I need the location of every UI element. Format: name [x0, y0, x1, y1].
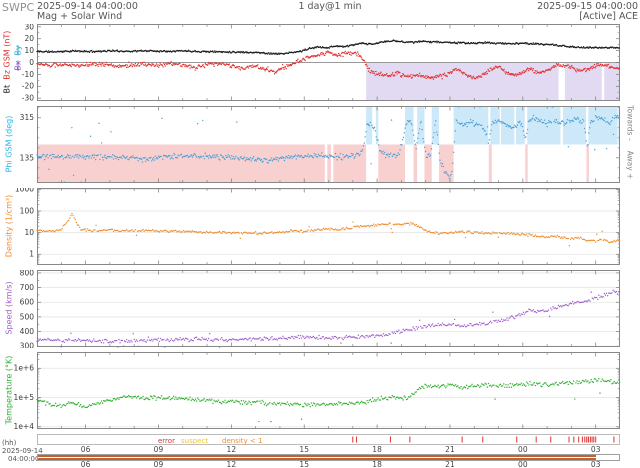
footer-start-date: 2025-09-14 — [2, 447, 43, 455]
hour-tick-label: 00 — [518, 460, 528, 468]
svg-text:1e+4: 1e+4 — [14, 422, 35, 430]
hour-tick-label: 03 — [590, 460, 601, 468]
svg-text:-10: -10 — [22, 70, 34, 79]
phi-panel: 315 135 — [20, 106, 621, 183]
source-status: [Active] ACE — [579, 11, 638, 22]
svg-text:1: 1 — [29, 250, 34, 259]
slider-hour-labels: 06 09 12 15 18 21 00 03 — [0, 460, 640, 468]
speed-panel: 800 700 600 500 400 300 — [20, 270, 621, 348]
svg-text:10: 10 — [24, 228, 34, 237]
svg-text:-30: -30 — [22, 94, 34, 102]
hour-tick-label: 12 — [226, 460, 237, 468]
data-quality-strip — [37, 434, 620, 445]
legend-error: error — [158, 437, 175, 445]
svg-text:1e+5: 1e+5 — [14, 393, 35, 402]
swpc-logo: SWPC — [2, 1, 35, 14]
svg-text:-20: -20 — [22, 82, 34, 91]
svg-text:500: 500 — [20, 312, 35, 321]
hour-tick-label: 18 — [372, 445, 382, 454]
plot-title: Mag + Solar Wind — [37, 11, 123, 22]
svg-text:1e+6: 1e+6 — [14, 364, 35, 373]
hour-tick-label: 09 — [153, 460, 164, 468]
hour-tick-label: 03 — [590, 445, 601, 454]
svg-text:400: 400 — [20, 327, 35, 336]
hour-tick-label: 18 — [372, 460, 382, 468]
density-panel: 1000 100 10 1 — [15, 188, 621, 265]
hour-axis-labels: 06 09 12 15 18 21 00 03 — [0, 445, 640, 454]
legend-suspect: suspect — [181, 437, 209, 445]
time-range-slider[interactable] — [37, 454, 620, 461]
svg-text:600: 600 — [20, 298, 35, 307]
svg-text:800: 800 — [20, 270, 35, 277]
svg-text:30: 30 — [24, 24, 34, 31]
hour-tick-label: 21 — [445, 445, 455, 454]
bt-bz-panel: 30 20 10 0 -10 -20 -30 — [22, 24, 620, 102]
hour-tick-label: 06 — [80, 460, 91, 468]
hour-tick-label: 12 — [226, 445, 237, 454]
svg-text:315: 315 — [20, 113, 35, 122]
hour-tick-label: 15 — [299, 460, 309, 468]
legend-density: density < 1 — [222, 437, 263, 445]
svg-text:20: 20 — [24, 34, 34, 43]
svg-text:10: 10 — [24, 46, 34, 55]
start-datetime: 2025-09-14 04:00:00 — [37, 1, 138, 12]
svg-text:1000: 1000 — [15, 188, 34, 194]
svg-text:700: 700 — [20, 283, 35, 292]
resolution-label: 1 day@1 min — [298, 1, 362, 12]
svg-text:135: 135 — [20, 153, 35, 162]
svg-text:0: 0 — [29, 58, 34, 67]
footer-start-time: 04:00:00 — [8, 455, 40, 463]
hour-tick-label: 09 — [153, 445, 164, 454]
hour-tick-label: 06 — [80, 445, 91, 454]
end-datetime: 2025-09-15 04:00:00 — [537, 1, 638, 12]
hour-tick-label: 00 — [518, 445, 528, 454]
hour-tick-label: 15 — [299, 445, 309, 454]
svg-text:300: 300 — [20, 342, 35, 348]
hh-unit-label: (hh) — [2, 439, 17, 447]
hour-tick-label: 21 — [445, 460, 455, 468]
temperature-panel: 1e+6 1e+5 1e+4 — [14, 352, 621, 430]
svg-text:100: 100 — [20, 206, 35, 215]
time-range-slider-fill[interactable] — [38, 455, 596, 460]
